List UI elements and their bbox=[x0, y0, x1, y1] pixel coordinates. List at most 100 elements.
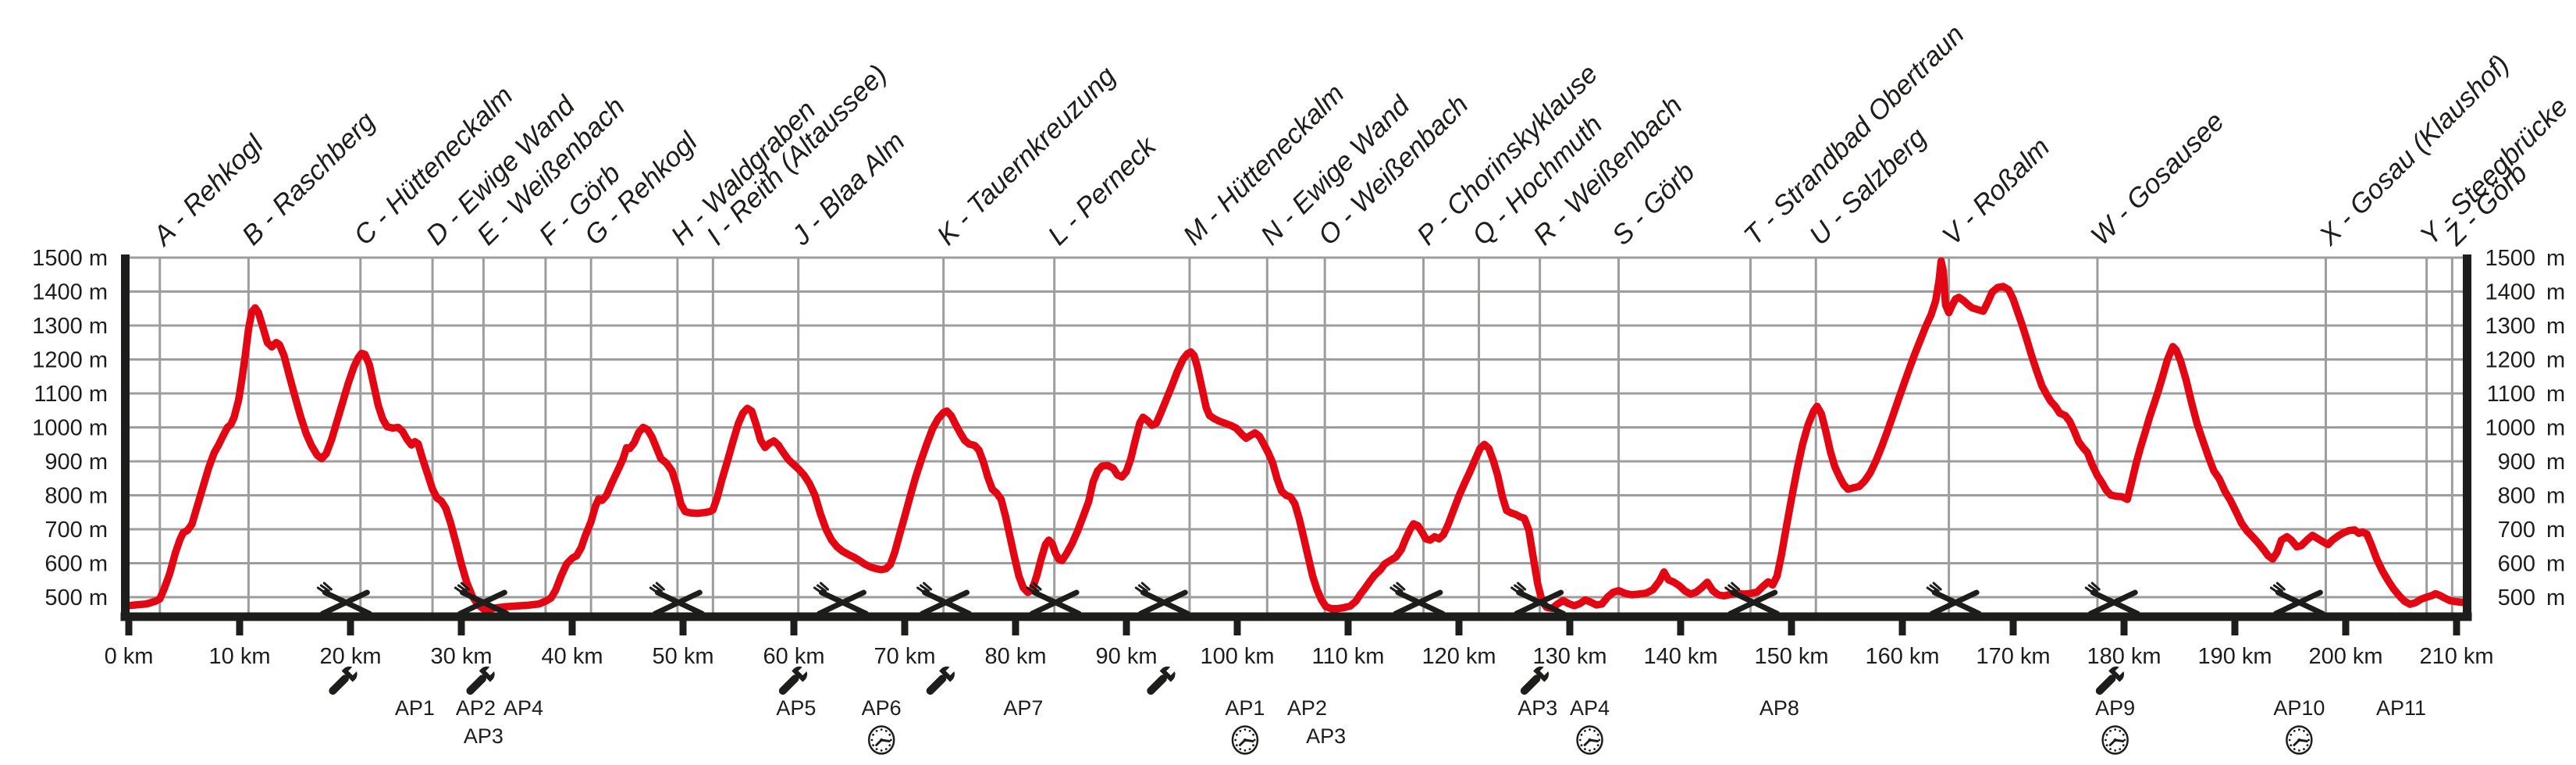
food-stop-icon-6 bbox=[1134, 582, 1190, 617]
y-axis-right-number: 500 bbox=[2498, 585, 2535, 610]
clock-tick-icon bbox=[2307, 738, 2310, 742]
fork-tine-icon bbox=[457, 584, 468, 592]
fork-tine-icon bbox=[1134, 586, 1145, 595]
y-axis-right-unit: m bbox=[2546, 552, 2565, 577]
fork-tine-icon bbox=[2087, 584, 2098, 592]
y-axis-right-number: 1100 bbox=[2487, 382, 2535, 407]
fork-tine-icon bbox=[2084, 586, 2095, 595]
fork-tine-icon bbox=[2269, 586, 2280, 595]
clock-tick-icon bbox=[1248, 730, 1251, 732]
wrench-handle-icon bbox=[329, 674, 349, 695]
clock-center-icon bbox=[1243, 738, 1247, 742]
y-axis-right-unit: m bbox=[2546, 450, 2565, 475]
clock-tick-icon bbox=[889, 738, 892, 742]
ap-label-ap1-0: AP1 bbox=[395, 696, 435, 720]
wrench-jaw-gap-icon bbox=[2115, 663, 2128, 676]
food-stop-icon-3 bbox=[813, 582, 869, 617]
clock-tick-icon bbox=[2114, 749, 2117, 752]
wrench-handle-icon bbox=[2095, 674, 2116, 695]
x-tick-label-100: 100 km bbox=[1200, 644, 1274, 669]
x-tick-label-60: 60 km bbox=[763, 644, 825, 669]
y-axis-label-right-600: 600 m bbox=[2498, 552, 2566, 577]
clock-tick-icon bbox=[884, 730, 888, 732]
fork-icon bbox=[922, 589, 973, 617]
clock-tick-icon bbox=[888, 733, 891, 736]
fork-tine-icon bbox=[652, 584, 663, 592]
fork-tine-icon bbox=[1032, 582, 1042, 591]
x-tick-label-130: 130 km bbox=[1532, 644, 1606, 669]
y-axis-right-unit: m bbox=[2546, 348, 2565, 373]
time-check-clock-icon-0 bbox=[867, 725, 895, 755]
x-tick-label-140: 140 km bbox=[1643, 644, 1717, 669]
service-wrench-icon-1 bbox=[466, 663, 498, 695]
x-tick-label-80: 80 km bbox=[985, 644, 1047, 669]
wrench-jaw-gap-icon bbox=[486, 663, 498, 676]
clock-center-icon bbox=[2113, 738, 2117, 742]
clock-tick-icon bbox=[875, 748, 878, 750]
y-axis-label-left-1500: 1500 m bbox=[32, 246, 108, 271]
clock-tick-icon bbox=[1580, 733, 1583, 736]
service-wrench-icon-2 bbox=[778, 663, 811, 695]
y-axis-right-unit: m bbox=[2546, 416, 2565, 441]
clock-tick-icon bbox=[1580, 744, 1583, 747]
clock-tick-icon bbox=[2105, 733, 2108, 736]
y-axis-right-unit: m bbox=[2546, 585, 2565, 610]
fork-tine-icon bbox=[1724, 586, 1735, 595]
clock-tick-icon bbox=[1598, 738, 1601, 742]
clock-tick-icon bbox=[1244, 728, 1247, 731]
clock-tick-icon bbox=[1252, 733, 1254, 736]
clock-tick-icon bbox=[2297, 728, 2300, 731]
y-axis-label-left-500: 500 m bbox=[44, 585, 108, 610]
y-axis-right-unit: m bbox=[2546, 246, 2565, 271]
clock-tick-icon bbox=[1589, 728, 1591, 731]
fork-tine-icon bbox=[1514, 584, 1525, 592]
ap-label-ap7-6: AP7 bbox=[1003, 696, 1043, 720]
ap-label-ap11-15: AP11 bbox=[2376, 696, 2426, 720]
clock-tick-icon bbox=[2297, 749, 2300, 752]
wrench-handle-icon bbox=[1520, 674, 1541, 695]
clock-tick-icon bbox=[872, 744, 874, 747]
x-tick-label-160: 160 km bbox=[1865, 644, 1939, 669]
fork-tine-icon bbox=[1140, 582, 1151, 591]
fork-icon bbox=[654, 589, 705, 617]
y-axis-right-number: 700 bbox=[2498, 518, 2535, 543]
fork-tine-icon bbox=[2275, 582, 2286, 591]
x-tick-label-190: 190 km bbox=[2197, 644, 2272, 669]
fork-tine-icon bbox=[1932, 582, 1942, 591]
clock-tick-icon bbox=[1234, 738, 1237, 742]
clock-tick-icon bbox=[2105, 738, 2107, 742]
clock-tick-icon bbox=[2293, 730, 2296, 732]
clock-center-icon bbox=[1588, 738, 1592, 742]
wrench-handle-icon bbox=[466, 674, 486, 695]
fork-icon bbox=[2090, 589, 2140, 617]
y-axis-right-unit: m bbox=[2546, 484, 2565, 509]
y-axis-label-right-1200: 1200 m bbox=[2485, 348, 2565, 373]
service-wrench-icon-4 bbox=[1147, 663, 1179, 695]
x-tick-label-210: 210 km bbox=[2419, 644, 2493, 669]
y-axis-label-left-800: 800 m bbox=[44, 484, 108, 509]
food-stop-icon-1 bbox=[454, 582, 510, 617]
wrench-jaw-gap-icon bbox=[945, 663, 959, 676]
fork-icon bbox=[1140, 589, 1190, 617]
ap-label-ap3-9: AP3 bbox=[1306, 724, 1346, 748]
clock-tick-icon bbox=[2114, 728, 2117, 731]
fork-icon bbox=[1031, 589, 1082, 617]
y-axis-right-number: 1500 bbox=[2485, 246, 2535, 271]
clock-tick-icon bbox=[2306, 744, 2309, 747]
waypoint-label-W: W - Gosausee bbox=[2085, 106, 2230, 251]
food-stop-icon-5 bbox=[1026, 582, 1082, 617]
clock-tick-icon bbox=[1589, 749, 1591, 752]
waypoint-label-L: L - Perneck bbox=[1042, 130, 1163, 251]
fork-tine-icon bbox=[316, 586, 327, 595]
food-stop-icon-10 bbox=[1926, 582, 1982, 617]
fork-tine-icon bbox=[819, 582, 829, 591]
food-stop-icon-7 bbox=[1389, 582, 1446, 617]
y-axis-label-left-700: 700 m bbox=[44, 518, 108, 543]
x-tick-label-110: 110 km bbox=[1312, 644, 1385, 669]
time-check-clock-icon-4 bbox=[2286, 725, 2313, 755]
clock-tick-icon bbox=[2105, 744, 2108, 747]
clock-tick-icon bbox=[2109, 748, 2112, 750]
clock-tick-icon bbox=[2109, 730, 2112, 732]
clock-tick-icon bbox=[1235, 733, 1238, 736]
fork-tine-icon bbox=[1389, 586, 1400, 595]
